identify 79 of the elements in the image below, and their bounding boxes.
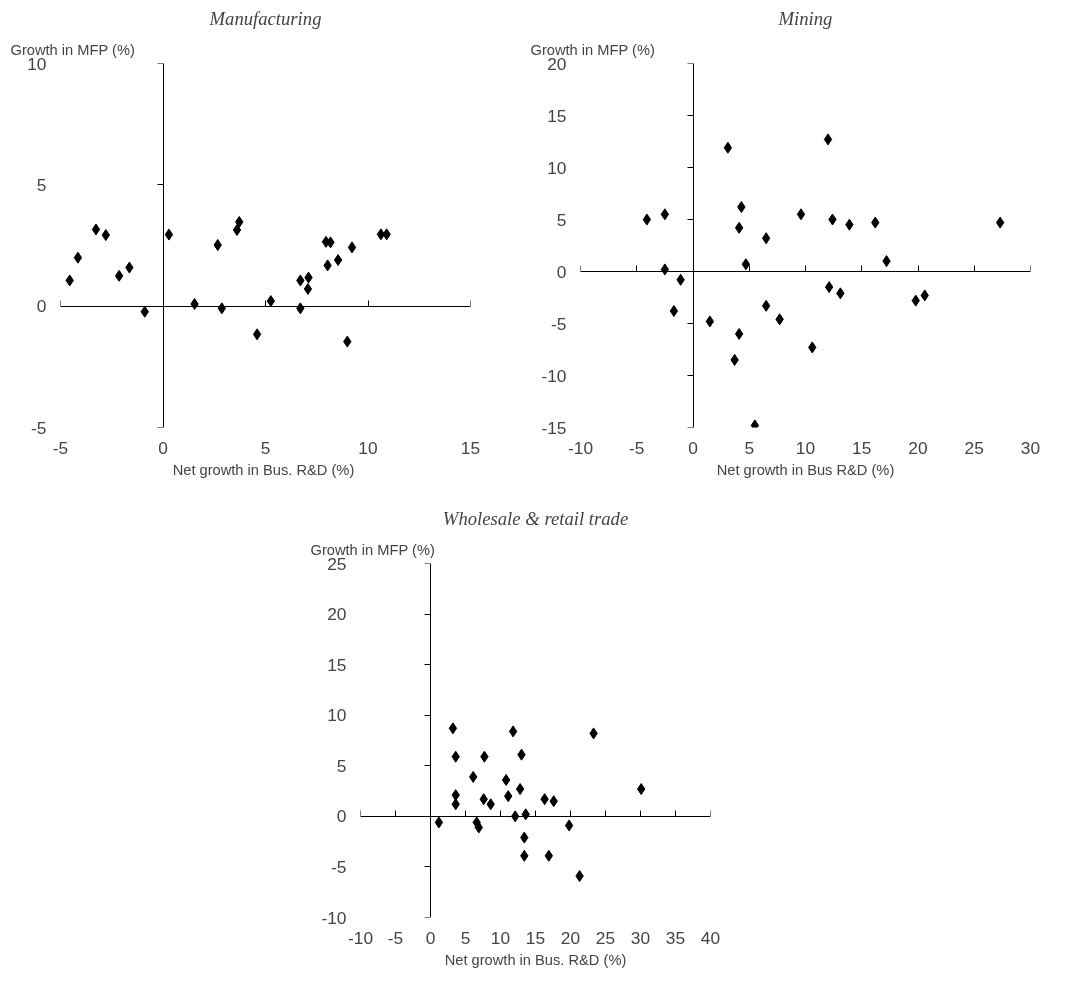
y-tick-label: -5 — [551, 313, 567, 334]
y-tick-label: 0 — [36, 296, 47, 317]
point — [91, 223, 101, 236]
point — [508, 725, 518, 738]
y-tick-label: -5 — [331, 856, 347, 877]
point — [741, 258, 751, 271]
point — [824, 281, 834, 294]
y-tick-label: 20 — [327, 604, 347, 625]
x-tick-label: 10 — [795, 437, 816, 458]
y-tick-label: 15 — [327, 654, 347, 675]
y-tick-label: 15 — [547, 105, 567, 126]
y-tick-label: 5 — [556, 209, 567, 230]
y-tick-label: 0 — [556, 261, 567, 282]
x-tick-label: 0 — [158, 437, 168, 458]
point — [734, 221, 744, 234]
x-tick-label: 30 — [1020, 437, 1041, 458]
point — [347, 241, 357, 254]
y-tick-label: 10 — [327, 705, 347, 726]
y-axis-title: Growth in MFP (%) — [10, 41, 135, 58]
x-tick-label: 0 — [688, 437, 698, 458]
point — [73, 251, 83, 264]
point — [761, 232, 771, 245]
x-axis-title: Net growth in Bus. R&D (%) — [172, 461, 355, 478]
point — [750, 419, 760, 428]
point — [642, 213, 652, 226]
point — [515, 783, 525, 796]
point — [669, 305, 679, 318]
point — [303, 282, 313, 295]
point — [448, 722, 458, 735]
y-tick-label: -10 — [321, 907, 347, 928]
x-tick-label: -5 — [387, 927, 404, 948]
y-tick-label: -5 — [31, 417, 47, 438]
x-tick-label: 30 — [630, 927, 651, 948]
x-tick-label: 5 — [744, 437, 755, 458]
point — [434, 816, 444, 829]
y-tick-label: 5 — [36, 174, 47, 195]
x-tick-label: 5 — [260, 437, 271, 458]
x-tick-label: 15 — [460, 437, 481, 458]
point — [114, 269, 124, 282]
x-tick-label: 20 — [908, 437, 928, 458]
chart-title: Wholesale & retail trade — [442, 507, 629, 529]
point — [705, 315, 715, 328]
point — [164, 228, 174, 241]
x-tick-label: 25 — [964, 437, 984, 458]
x-axis-title: Net growth in Bus. R&D (%) — [444, 951, 627, 968]
point — [823, 133, 833, 146]
point — [333, 254, 343, 267]
point — [501, 773, 511, 786]
point — [761, 299, 771, 312]
y-axis-title: Growth in MFP (%) — [530, 41, 655, 58]
chart-title: Manufacturing — [208, 7, 322, 29]
y-tick-label: -10 — [541, 365, 567, 386]
point — [232, 223, 242, 236]
point — [995, 216, 1005, 229]
x-axis-title: Net growth in Bus R&D (%) — [716, 461, 895, 478]
point — [660, 263, 670, 276]
point — [796, 208, 806, 221]
y-axis-title: Growth in MFP (%) — [310, 541, 435, 558]
x-tick-label: -5 — [52, 437, 69, 458]
chart-title: Mining — [777, 7, 833, 29]
point — [564, 819, 574, 832]
y-tick-label: 5 — [336, 755, 347, 776]
y-tick-label: -15 — [541, 417, 567, 438]
x-tick-label: 25 — [595, 927, 616, 948]
point — [734, 327, 744, 340]
point — [252, 328, 262, 341]
point — [660, 208, 670, 221]
x-tick-label: 35 — [665, 927, 686, 948]
x-tick-label: 15 — [852, 437, 872, 458]
x-tick-label: 40 — [700, 927, 721, 948]
x-tick-label: 10 — [490, 927, 511, 948]
x-tick-label: 10 — [358, 437, 378, 458]
x-tick-label: -5 — [629, 437, 645, 458]
x-tick-label: 0 — [425, 927, 436, 948]
x-tick-label: 5 — [460, 927, 471, 948]
point — [723, 141, 733, 154]
y-tick-label: 0 — [336, 806, 347, 827]
y-tick-label: 10 — [547, 157, 567, 178]
x-tick-label: 15 — [525, 927, 546, 948]
